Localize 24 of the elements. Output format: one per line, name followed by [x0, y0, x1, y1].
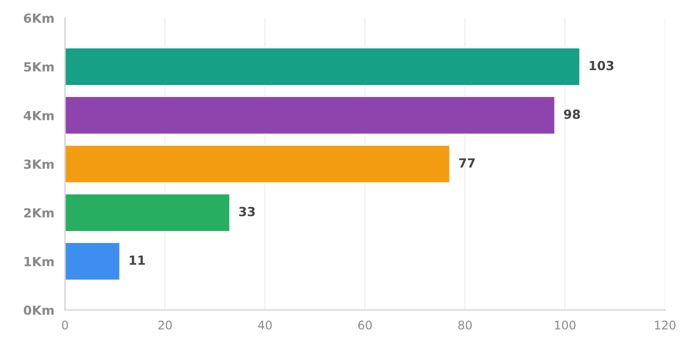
data-label: 11 — [130, 256, 145, 265]
bar — [65, 96, 556, 136]
y-tick-label: 4Km — [24, 110, 54, 120]
y-tick-label: 5Km — [24, 62, 54, 72]
x-tick-label: 120 — [655, 320, 676, 330]
bar — [65, 144, 451, 184]
x-tick-label: 40 — [258, 320, 272, 330]
x-tick-label: 80 — [458, 320, 472, 330]
bar — [65, 46, 581, 86]
bar — [65, 242, 121, 282]
y-tick-label: 1Km — [24, 256, 54, 266]
x-tick-label: 100 — [555, 320, 576, 330]
x-tick-label: 20 — [158, 320, 172, 330]
data-label: 98 — [564, 110, 580, 119]
y-tick-label: 0Km — [24, 305, 54, 315]
data-label: 77 — [459, 158, 475, 168]
data-label: 103 — [590, 60, 614, 70]
y-tick-label: 3Km — [24, 159, 54, 169]
y-tick-label: 2Km — [24, 208, 54, 218]
x-tick-label: 0 — [62, 320, 68, 330]
bar — [65, 192, 231, 232]
x-tick-label: 60 — [358, 320, 372, 330]
y-tick-label: 6Km — [24, 13, 54, 23]
data-label: 33 — [239, 206, 255, 216]
